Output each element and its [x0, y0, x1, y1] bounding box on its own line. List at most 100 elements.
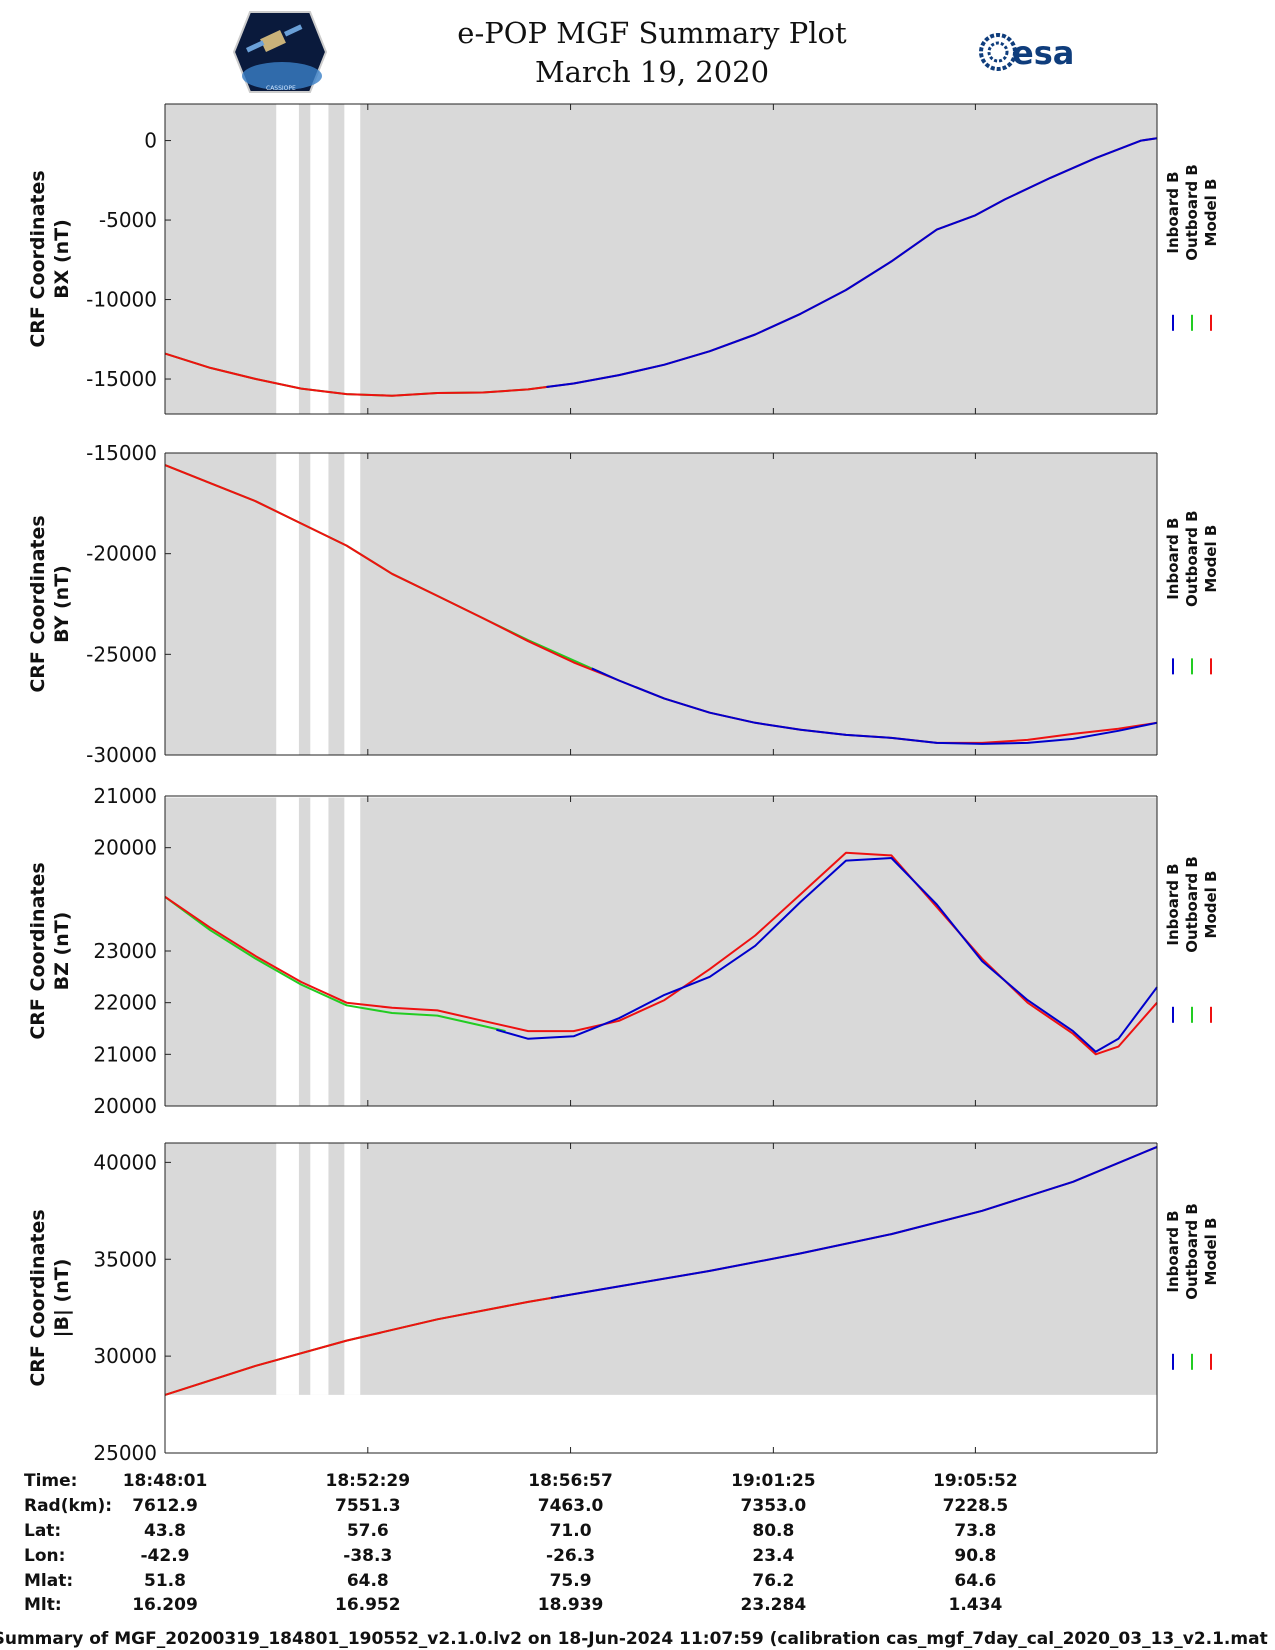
panel-bz: 21000 20000 23000 22000 21000 20000 CRF Coordi…	[27, 784, 1220, 1118]
legend-label: Inboard B	[1164, 1210, 1182, 1292]
y-axis-unit: |B| (nT)	[51, 1259, 73, 1338]
data-gap	[344, 797, 361, 1106]
footer-row-label: Lat:	[24, 1521, 61, 1541]
y-tick-label: 30000	[93, 1344, 157, 1368]
footer-cell: 23.284	[741, 1595, 807, 1615]
footer-cell: 64.6	[954, 1571, 996, 1591]
series-inboard-b	[550, 1145, 1158, 1299]
footer-cell: 90.8	[954, 1546, 996, 1566]
footer-cell: 51.8	[144, 1571, 186, 1591]
y-tick-label: -15000	[86, 367, 157, 391]
footer-row-label: Mlat:	[24, 1571, 73, 1591]
panel-background	[165, 453, 1157, 755]
footer-cell: 7228.5	[943, 1496, 1009, 1516]
data-gap	[344, 1143, 361, 1395]
footer-cell: 73.8	[954, 1521, 996, 1541]
y-tick-label: -10000	[86, 288, 157, 312]
y-tick-label: -20000	[86, 542, 157, 566]
y-tick-label: 21000	[93, 1042, 157, 1066]
legend-label: Model B	[1202, 871, 1220, 939]
legend-label: Outboard B	[1183, 856, 1201, 953]
footer-cell: 75.9	[550, 1571, 592, 1591]
esa-logo: esa	[979, 33, 1074, 72]
figure-date: March 19, 2020	[535, 55, 769, 89]
footer-cell: 80.8	[752, 1521, 794, 1541]
data-gap	[276, 797, 299, 1106]
legend-label: Outboard B	[1183, 1203, 1201, 1300]
y-tick-label: 21000	[93, 784, 157, 808]
y-tick-label: -5000	[99, 208, 157, 232]
legend-label: Inboard B	[1164, 171, 1182, 253]
footer-row-label: Mlt:	[24, 1595, 62, 1615]
y-tick-label: 0	[144, 129, 157, 153]
data-gap	[276, 104, 299, 414]
footer-table: Time: Rad(km): Lat: Lon: Mlat: Mlt: 18:48:01 76…	[24, 1471, 1018, 1615]
y-tick-label: 20000	[93, 1094, 157, 1118]
cassiope-logo: CASSIOPE	[232, 11, 328, 93]
y-tick-label: -30000	[86, 743, 157, 767]
y-tick-label: -15000	[86, 441, 157, 465]
footer-cell: 7612.9	[132, 1496, 198, 1516]
footer-cell: 7353.0	[741, 1496, 807, 1516]
y-axis-unit: BZ (nT)	[51, 912, 73, 991]
y-tick-label: 22000	[93, 991, 157, 1015]
panel-background	[165, 1143, 1157, 1395]
panel-background	[165, 104, 1157, 414]
data-gap	[310, 453, 329, 755]
footer-cell: 18.939	[538, 1595, 604, 1615]
y-axis-unit: BX (nT)	[51, 219, 73, 299]
footer-cell: 57.6	[347, 1521, 389, 1541]
y-axis-label: CRF Coordinates	[27, 862, 49, 1039]
header: CASSIOPE e-POP MGF Summary Plot March 19…	[232, 11, 1074, 93]
data-gap	[310, 104, 329, 414]
data-gap	[310, 797, 329, 1106]
y-tick-label: 25000	[93, 1441, 157, 1465]
y-tick-label: 23000	[93, 939, 157, 963]
figure-title: e-POP MGF Summary Plot	[457, 16, 847, 50]
y-axis-unit: BY (nT)	[51, 565, 73, 643]
footer-cell: 16.952	[335, 1595, 401, 1615]
y-axis-label: CRF Coordinates	[27, 1209, 49, 1386]
footer-cell: 7551.3	[335, 1496, 401, 1516]
series-inboard-b	[546, 137, 1158, 388]
footer-cell: 18:52:29	[326, 1471, 411, 1491]
series-model-b	[164, 851, 1158, 1056]
legend-label: Outboard B	[1183, 510, 1201, 607]
legend-label: Inboard B	[1164, 518, 1182, 600]
esa-logo-text: esa	[1012, 34, 1074, 72]
footer-cell: -42.9	[141, 1546, 190, 1566]
legend-label: Model B	[1202, 525, 1220, 593]
data-gap	[344, 104, 361, 414]
cassiope-logo-text: CASSIOPE	[266, 85, 296, 92]
panel-by: -15000 -20000 -25000 -30000 CRF Coordinates B…	[27, 441, 1220, 767]
footer-cell: 18:48:01	[123, 1471, 208, 1491]
footer-cell: 1.434	[949, 1595, 1003, 1615]
footer-cell: -26.3	[546, 1546, 595, 1566]
series-outboard-b	[164, 895, 506, 1033]
series-inboard-b	[496, 857, 1158, 1053]
data-gap	[344, 453, 361, 755]
footer-cell: 18:56:57	[528, 1471, 613, 1491]
legend-label: Model B	[1202, 179, 1220, 247]
y-tick-label: 40000	[93, 1150, 157, 1174]
y-axis-label: CRF Coordinates	[27, 170, 49, 347]
footer-cell: -38.3	[343, 1546, 392, 1566]
y-tick-label: -25000	[86, 642, 157, 666]
footer-cell: 23.4	[752, 1546, 794, 1566]
legend-label: Model B	[1202, 1218, 1220, 1286]
y-tick-label: 35000	[93, 1247, 157, 1271]
panel-bx: 0 -5000 -10000 -15000 CRF Coordinates BX (nT)…	[27, 103, 1220, 415]
footer-row-label: Lon:	[24, 1546, 65, 1566]
data-gap	[276, 1143, 299, 1395]
data-gap	[310, 1143, 329, 1395]
legend-label: Inboard B	[1164, 863, 1182, 945]
y-axis-label: CRF Coordinates	[27, 515, 49, 692]
series-inboard-b	[591, 667, 1158, 745]
footer-cell: 71.0	[550, 1521, 592, 1541]
legend-label: Outboard B	[1183, 164, 1201, 261]
footer-row-label: Rad(km):	[24, 1496, 112, 1516]
footer-cell: 16.209	[132, 1595, 198, 1615]
panel-bmag: 40000 35000 30000 25000 CRF Coordinates |B| (…	[27, 1142, 1220, 1465]
footer-cell: 43.8	[144, 1521, 186, 1541]
